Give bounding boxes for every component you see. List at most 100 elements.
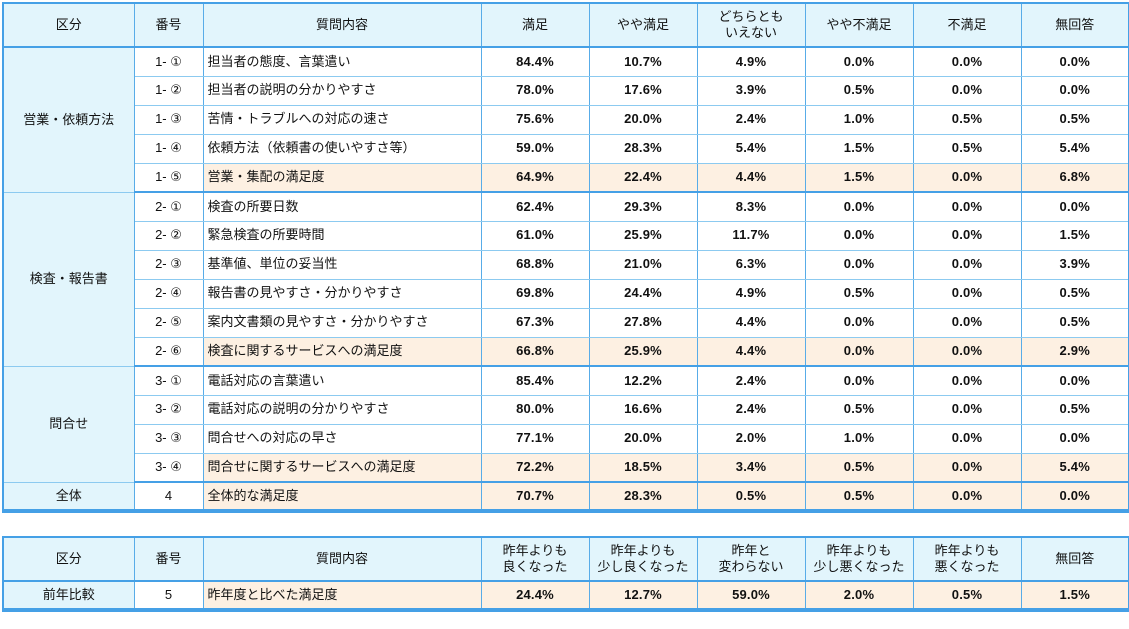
value-cell: 6.3% [696, 249, 806, 280]
value-cell: 5.4% [1020, 452, 1129, 483]
value-cell: 1.0% [804, 423, 914, 454]
value-cell: 0.5% [1020, 307, 1129, 338]
value-cell: 0.0% [1020, 365, 1129, 396]
value-cell: 28.3% [588, 481, 698, 512]
value-cell: 1.5% [804, 162, 914, 193]
row-number-cell: 1- ④ [133, 133, 204, 164]
table-row: 3- ② 電話対応の説明の分かりやすさ 80.0% 16.6% 2.4% 0.5% 0.0%… [3, 394, 1129, 425]
header-cell: どちらとも いえない [696, 2, 806, 48]
value-cell: 0.5% [1020, 394, 1129, 425]
question-cell: 担当者の態度、言葉遣い [202, 46, 482, 77]
value-cell: 67.3% [480, 307, 590, 338]
value-cell: 0.0% [1020, 46, 1129, 77]
satisfaction-table-current: 区分 番号 質問内容 満足 やや満足 どちらとも いえない やや不満足 不満足 無回答 営業・依頼… [2, 2, 1129, 513]
question-cell: 営業・集配の満足度 [202, 162, 482, 193]
question-cell: 基準値、単位の妥当性 [202, 249, 482, 280]
value-cell: 0.0% [804, 336, 914, 367]
value-cell: 11.7% [696, 220, 806, 251]
value-cell: 69.8% [480, 278, 590, 309]
value-cell: 12.2% [588, 365, 698, 396]
table-row: 2- ⑤ 案内文書類の見やすさ・分かりやすさ 67.3% 27.8% 4.4% 0.0% 0… [3, 307, 1129, 338]
value-cell: 1.5% [1020, 580, 1129, 611]
value-cell: 4.4% [696, 336, 806, 367]
table-row: 1- ④ 依頼方法（依頼書の使いやすさ等） 59.0% 28.3% 5.4% 1.5% 0.… [3, 133, 1129, 164]
value-cell: 0.0% [912, 249, 1022, 280]
header-cell: 質問内容 [202, 536, 482, 582]
header-cell: 昨年よりも 良くなった [480, 536, 590, 582]
value-cell: 64.9% [480, 162, 590, 193]
value-cell: 16.6% [588, 394, 698, 425]
value-cell: 0.0% [1020, 75, 1129, 106]
value-cell: 0.0% [912, 278, 1022, 309]
category-cell: 全体 [2, 481, 135, 512]
question-cell: 全体的な満足度 [202, 481, 482, 512]
row-number-cell: 2- ② [133, 220, 204, 251]
row-number-cell: 1- ① [133, 46, 204, 77]
value-cell: 0.0% [912, 481, 1022, 512]
row-number-cell: 1- ③ [133, 104, 204, 135]
row-number-cell: 2- ① [133, 191, 204, 222]
value-cell: 6.8% [1020, 162, 1129, 193]
header-cell: 昨年よりも 少し良くなった [588, 536, 698, 582]
row-number-cell: 3- ④ [133, 452, 204, 483]
value-cell: 0.0% [1020, 481, 1129, 512]
value-cell: 0.0% [912, 46, 1022, 77]
value-cell: 0.0% [912, 423, 1022, 454]
value-cell: 1.0% [804, 104, 914, 135]
header-row: 区分 番号 質問内容 昨年よりも 良くなった 昨年よりも 少し良くなった 昨年と 変わらな… [2, 536, 1129, 582]
value-cell: 1.5% [804, 133, 914, 164]
value-cell: 2.4% [696, 394, 806, 425]
value-cell: 0.0% [912, 191, 1022, 222]
value-cell: 21.0% [588, 249, 698, 280]
table-row: 前年比較 5 昨年度と比べた満足度 24.4% 12.7% 59.0% 2.0% 0.5% 1.… [2, 580, 1129, 611]
value-cell: 0.5% [912, 104, 1022, 135]
row-number-cell: 3- ① [133, 365, 204, 396]
value-cell: 2.4% [696, 104, 806, 135]
value-cell: 25.9% [588, 336, 698, 367]
value-cell: 0.0% [1020, 191, 1129, 222]
value-cell: 2.0% [804, 580, 914, 611]
category-cell: 検査・報告書 [2, 191, 135, 367]
value-cell: 84.4% [480, 46, 590, 77]
table-row: 3- ④ 問合せに関するサービスへの満足度 72.2% 18.5% 3.4% 0.5% 0.… [3, 452, 1129, 483]
header-cell: 質問内容 [202, 2, 482, 48]
question-cell: 苦情・トラブルへの対応の速さ [202, 104, 482, 135]
value-cell: 20.0% [588, 104, 698, 135]
category-cell: 営業・依頼方法 [2, 46, 135, 193]
value-cell: 78.0% [480, 75, 590, 106]
question-cell: 検査の所要日数 [202, 191, 482, 222]
value-cell: 62.4% [480, 191, 590, 222]
row-number-cell: 2- ④ [133, 278, 204, 309]
value-cell: 59.0% [480, 133, 590, 164]
question-cell: 担当者の説明の分かりやすさ [202, 75, 482, 106]
question-cell: 報告書の見やすさ・分かりやすさ [202, 278, 482, 309]
value-cell: 0.0% [804, 249, 914, 280]
table-row: 2- ② 緊急検査の所要時間 61.0% 25.9% 11.7% 0.0% 0.0% 1.5% [3, 220, 1129, 251]
value-cell: 0.5% [1020, 104, 1129, 135]
value-cell: 0.5% [804, 481, 914, 512]
value-cell: 5.4% [1020, 133, 1129, 164]
value-cell: 68.8% [480, 249, 590, 280]
value-cell: 59.0% [696, 580, 806, 611]
row-number-cell: 2- ⑤ [133, 307, 204, 338]
table-row: 3- ③ 問合せへの対応の早さ 77.1% 20.0% 2.0% 1.0% 0.0% 0.0% [3, 423, 1129, 454]
header-cell: 満足 [480, 2, 590, 48]
value-cell: 24.4% [588, 278, 698, 309]
value-cell: 4.4% [696, 307, 806, 338]
value-cell: 27.8% [588, 307, 698, 338]
value-cell: 0.0% [804, 46, 914, 77]
value-cell: 61.0% [480, 220, 590, 251]
value-cell: 17.6% [588, 75, 698, 106]
value-cell: 3.4% [696, 452, 806, 483]
value-cell: 0.0% [804, 220, 914, 251]
question-cell: 検査に関するサービスへの満足度 [202, 336, 482, 367]
question-cell: 問合せに関するサービスへの満足度 [202, 452, 482, 483]
value-cell: 4.9% [696, 278, 806, 309]
value-cell: 3.9% [1020, 249, 1129, 280]
category-cell: 前年比較 [2, 580, 135, 611]
header-row: 区分 番号 質問内容 満足 やや満足 どちらとも いえない やや不満足 不満足 無回答 [2, 2, 1129, 48]
table-row: 2- ③ 基準値、単位の妥当性 68.8% 21.0% 6.3% 0.0% 0.0% 3.9% [3, 249, 1129, 280]
value-cell: 10.7% [588, 46, 698, 77]
value-cell: 1.5% [1020, 220, 1129, 251]
